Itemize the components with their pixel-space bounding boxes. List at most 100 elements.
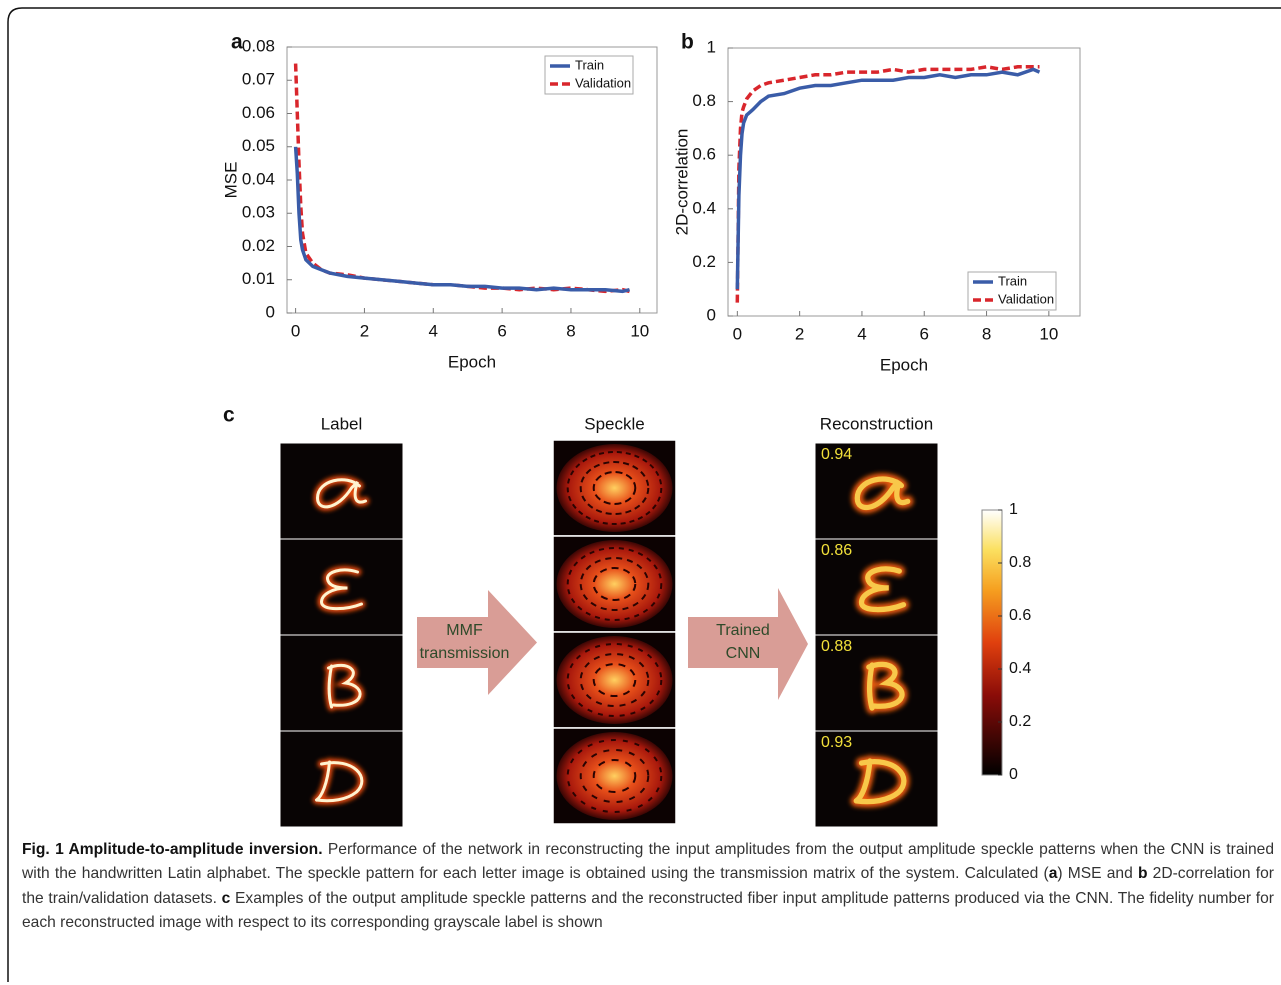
x-tick-label: 4: [429, 321, 438, 340]
data-line: [293, 146, 630, 294]
speckle-ring: [566, 643, 663, 717]
x-axis-title: Epoch: [880, 355, 928, 374]
y-tick-label: 0.2: [692, 252, 716, 271]
speckle-ring: [566, 739, 663, 813]
letter: [319, 568, 363, 611]
letter: [854, 476, 911, 511]
speckle-ring: [566, 451, 663, 525]
x-tick-label: 10: [1039, 324, 1058, 343]
x-tick-label: 6: [920, 324, 929, 343]
arrow-label: CNN: [726, 645, 761, 662]
letter: [315, 760, 364, 803]
x-tick-label: 8: [982, 324, 991, 343]
arrow: [417, 590, 537, 695]
y-tick-label: 0.07: [242, 70, 275, 89]
arrow-label: Trained: [716, 622, 770, 639]
data-line: [735, 65, 1040, 303]
x-tick-label: 4: [857, 324, 866, 343]
speckle-ring: [579, 653, 650, 707]
figure-border: [7, 7, 1281, 982]
speckle-ring: [579, 557, 650, 611]
speckle: [556, 540, 673, 628]
caption-text: a: [1048, 865, 1058, 883]
caption-text: c: [221, 889, 231, 907]
panel-label: a: [231, 31, 243, 54]
legend-box: [967, 271, 1057, 311]
legend-label: Validation: [575, 75, 631, 90]
x-tick-label: 10: [630, 321, 649, 340]
y-tick-label: 0: [707, 305, 716, 324]
x-tick-label: 2: [795, 324, 804, 343]
speckle-ring: [592, 471, 637, 505]
fidelity-label: 0.93: [821, 734, 852, 751]
letter: [327, 663, 362, 709]
fidelity-label: 0.86: [821, 542, 852, 559]
x-tick-label: 6: [497, 321, 506, 340]
y-tick-label: 0.05: [242, 136, 275, 155]
colorbar-tick-label: 0.2: [1009, 713, 1031, 730]
caption-text: ) MSE and: [1057, 865, 1138, 883]
y-tick-label: 0.6: [692, 145, 716, 164]
legend-label: Train: [998, 273, 1027, 288]
letter: [866, 661, 905, 711]
legend-box: [544, 55, 634, 95]
y-tick-label: 0.03: [242, 203, 275, 222]
speckle-ring: [592, 663, 637, 697]
image-cell: [814, 730, 939, 828]
arrow-label: MMF: [446, 622, 483, 639]
y-axis-title: MSE: [221, 162, 240, 199]
y-tick-label: 0.04: [242, 169, 275, 188]
speckle-ring: [566, 547, 663, 621]
column-title: Speckle: [584, 414, 644, 433]
speckle: [556, 636, 673, 724]
x-tick-label: 0: [733, 324, 742, 343]
panel-label: b: [681, 31, 694, 54]
letter: [315, 478, 367, 509]
caption-text: Performance of the network in reconstruc…: [22, 841, 1274, 883]
image-cell: [814, 442, 939, 540]
speckle: [556, 444, 673, 532]
column-title: Reconstruction: [820, 414, 933, 433]
image-cell: [279, 730, 404, 828]
y-tick-label: 0: [266, 302, 275, 321]
speckle-ring: [592, 567, 637, 601]
speckle: [556, 732, 673, 820]
data-line: [735, 67, 1041, 290]
colorbar-tick-label: 0.8: [1009, 554, 1031, 571]
data-line: [293, 63, 630, 294]
plot-area: [727, 47, 1081, 317]
fidelity-label: 0.88: [821, 638, 852, 655]
y-tick-label: 0.8: [692, 91, 716, 110]
y-tick-label: 0.06: [242, 103, 275, 122]
image-panels: [279, 439, 939, 828]
arrow-label: transmission: [420, 645, 510, 662]
caption-text: 2D-correlation for the train/validation …: [22, 865, 1274, 907]
legend-label: Validation: [998, 291, 1054, 306]
y-tick-label: 0.01: [242, 269, 275, 288]
arrow: [688, 588, 808, 700]
speckle-ring: [579, 749, 650, 803]
colorbar-tick-label: 0.6: [1009, 607, 1031, 624]
caption-text: b: [1137, 865, 1148, 883]
image-cell: [279, 442, 404, 540]
y-tick-label: 0.4: [692, 198, 716, 217]
letter: [853, 758, 907, 805]
caption: Fig. 1 Amplitude-to-amplitude inversion.…: [22, 838, 1274, 936]
colorbar: [981, 509, 1003, 776]
y-tick-label: 1: [707, 37, 716, 56]
panel-label: c: [223, 404, 235, 427]
speckle-ring: [592, 759, 637, 793]
y-axis-title: 2D-correlation: [672, 129, 691, 236]
caption-text: Fig. 1 Amplitude-to-amplitude inversion.: [22, 841, 323, 858]
x-tick-label: 8: [566, 321, 575, 340]
colorbar-tick-label: 0: [1009, 766, 1018, 783]
y-tick-label: 0.08: [242, 36, 275, 55]
legend-label: Train: [575, 57, 604, 72]
colorbar-tick-label: 0.4: [1009, 660, 1031, 677]
x-tick-label: 0: [291, 321, 300, 340]
x-tick-label: 2: [360, 321, 369, 340]
letter: [858, 566, 907, 613]
caption-text: Examples of the output amplitude speckle…: [22, 889, 1274, 932]
